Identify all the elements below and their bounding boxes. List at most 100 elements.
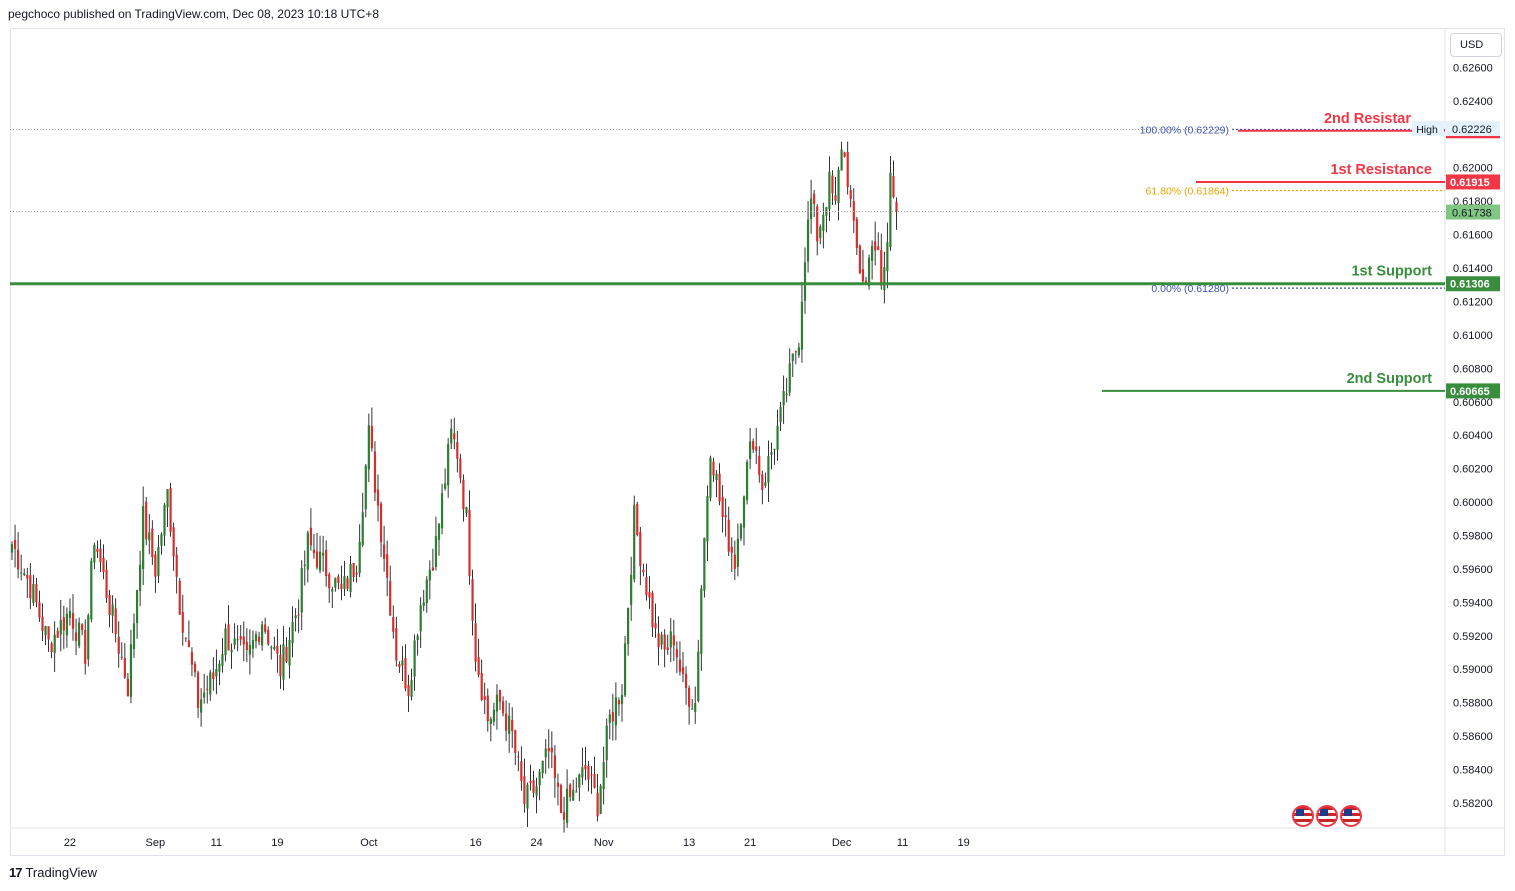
level-price-tag <box>1446 276 1500 292</box>
currency-selector[interactable]: USD <box>1450 33 1502 57</box>
candle-body <box>764 482 767 486</box>
x-tick-label: 24 <box>530 837 542 849</box>
candle-body <box>50 643 53 653</box>
candle-body <box>752 441 755 450</box>
candle-body <box>306 532 309 570</box>
candle-body <box>102 557 105 573</box>
candle-body <box>474 623 477 662</box>
candle-body <box>404 658 407 689</box>
candle-body <box>715 473 718 480</box>
candle-body <box>593 773 596 788</box>
candle-body <box>132 623 136 650</box>
candle-body <box>264 624 267 632</box>
y-tick-label: 0.60400 <box>1453 430 1493 442</box>
candle-body <box>858 245 861 274</box>
us-flag-icon[interactable] <box>1316 805 1338 827</box>
candle-body <box>642 569 645 573</box>
candle-body <box>386 554 389 578</box>
candle-body <box>398 664 401 667</box>
candle-body <box>803 262 807 301</box>
candle-body <box>645 577 648 596</box>
candle-body <box>93 544 96 563</box>
candle-body <box>712 461 715 476</box>
candle-body <box>193 663 197 673</box>
candle-body <box>282 644 285 680</box>
candle-body <box>221 654 224 666</box>
x-tick-label: 16 <box>469 837 481 849</box>
us-flag-icon[interactable] <box>1340 805 1362 827</box>
candle-body <box>108 594 111 616</box>
candle-body <box>681 667 685 675</box>
footer-brand[interactable]: TradingView <box>25 865 98 880</box>
candle-body <box>620 694 624 704</box>
y-tick-label: 0.59800 <box>1453 530 1493 542</box>
candle-body <box>68 611 72 619</box>
candle-body <box>245 641 248 651</box>
candle-body <box>331 589 334 592</box>
candle-body <box>700 588 703 654</box>
candle-body <box>880 250 883 286</box>
candle-body <box>605 725 608 761</box>
candle-body <box>196 672 200 708</box>
candle-body <box>773 448 776 450</box>
candle-body <box>53 634 56 653</box>
candle-body <box>767 456 770 483</box>
candle-body <box>148 532 151 541</box>
y-tick-label: 0.61200 <box>1453 296 1493 308</box>
candle-body <box>200 699 203 713</box>
candle-body <box>315 551 319 568</box>
candle-body <box>236 639 239 641</box>
candle-body <box>834 195 837 201</box>
candle-body <box>742 496 746 528</box>
candle-body <box>477 657 480 676</box>
candle-body <box>413 640 416 677</box>
candle-body <box>529 780 532 783</box>
candle-body <box>758 455 761 476</box>
candle-body <box>456 441 459 459</box>
candle-body <box>660 634 663 645</box>
candle-body <box>337 576 340 584</box>
event-markers[interactable] <box>1292 805 1362 827</box>
candle-body <box>117 636 120 654</box>
level-label: 2nd Resistar <box>1324 111 1411 127</box>
candle-body <box>837 169 840 204</box>
candle-body <box>65 613 68 636</box>
candle-body <box>87 615 90 660</box>
candle-body <box>340 583 343 590</box>
candle-body <box>654 623 657 629</box>
candle-body <box>669 631 672 648</box>
candle-body <box>352 563 355 578</box>
candle-body <box>486 695 489 722</box>
x-tick-label: 11 <box>897 837 908 849</box>
candle-body <box>419 605 422 632</box>
candle-body <box>724 515 727 518</box>
x-tick-label: Oct <box>360 837 377 849</box>
y-tick-label: 0.58400 <box>1453 764 1493 776</box>
chart-frame[interactable] <box>10 28 1505 856</box>
candle-body <box>782 391 785 406</box>
x-tick-label: 13 <box>683 837 695 849</box>
y-tick-label: 0.60200 <box>1453 464 1493 476</box>
y-tick-label: 0.60000 <box>1453 497 1493 509</box>
candle-body <box>813 193 816 204</box>
candle-body <box>78 622 81 646</box>
us-flag-icon[interactable] <box>1292 805 1314 827</box>
level-label: 2nd Support <box>1347 371 1433 387</box>
candle-body <box>294 615 297 619</box>
candle-body <box>480 672 483 701</box>
candle-body <box>831 175 834 194</box>
x-tick-label: 11 <box>211 837 222 849</box>
candle-body <box>648 592 651 598</box>
candle-body <box>428 569 431 581</box>
candle-body <box>770 452 773 455</box>
candle-body <box>44 625 47 636</box>
candle-body <box>874 241 877 251</box>
y-tick-label: 0.58600 <box>1453 731 1493 743</box>
candle-body <box>877 246 880 250</box>
x-tick-label: 22 <box>64 837 76 849</box>
candle-body <box>26 574 29 579</box>
candle-body <box>184 637 187 639</box>
level-price-tag-text: 0.61306 <box>1450 279 1490 291</box>
candle-body <box>444 483 447 489</box>
